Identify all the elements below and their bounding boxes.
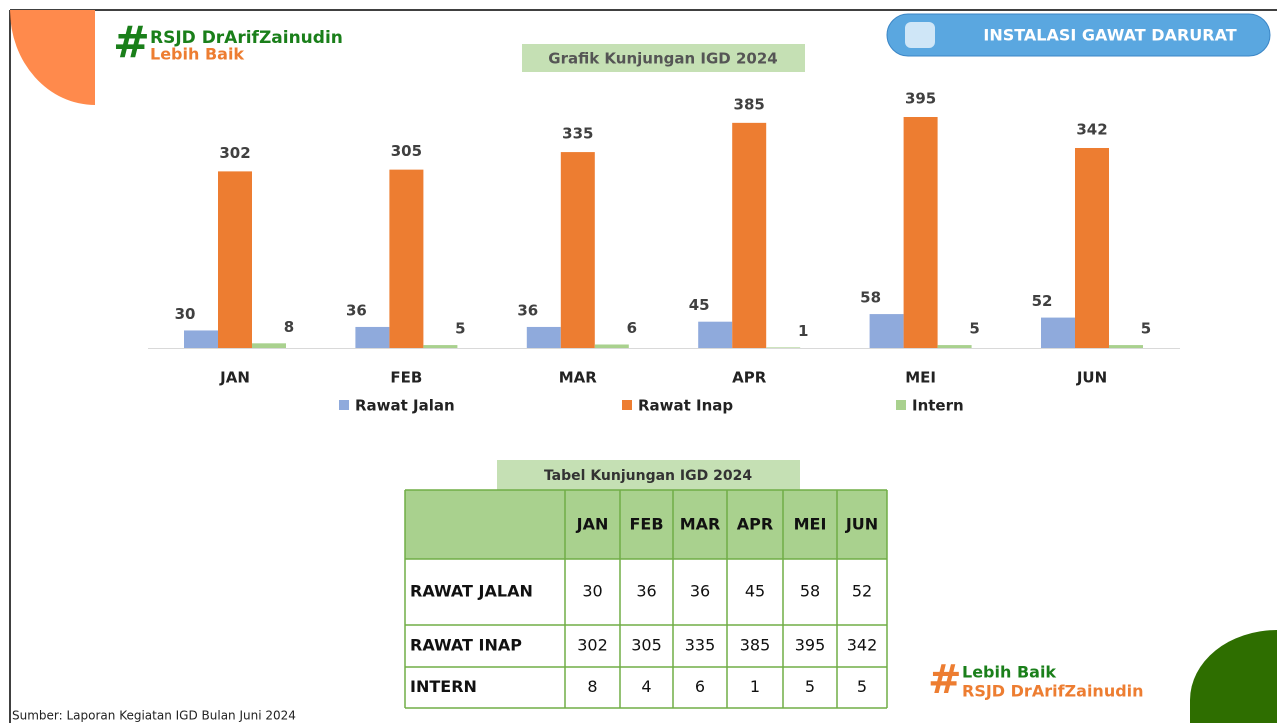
data-label: 335 — [562, 125, 593, 143]
table-column-header: MAR — [680, 515, 721, 534]
bar — [937, 345, 972, 348]
data-label: 5 — [969, 320, 979, 338]
bar — [560, 152, 595, 348]
table-cell: 335 — [685, 636, 716, 655]
corner-shape — [10, 10, 95, 105]
table-cell: 385 — [740, 636, 771, 655]
table-cell: 4 — [641, 677, 651, 696]
bar — [1041, 317, 1075, 348]
table-cell: 305 — [631, 636, 662, 655]
table-column-header: JAN — [576, 515, 609, 534]
data-label: 1 — [798, 322, 808, 340]
table-cell: 36 — [690, 582, 710, 601]
bar — [526, 326, 561, 348]
table-cell: 36 — [636, 582, 656, 601]
table-cell: 342 — [847, 636, 878, 655]
x-tick-label: APR — [732, 369, 767, 387]
data-label: 5 — [1141, 320, 1151, 338]
logo-tagline: Lebih Baik — [150, 45, 244, 64]
x-tick-label: MEI — [905, 369, 936, 387]
badge — [886, 13, 1271, 57]
table-cell: 302 — [577, 636, 608, 655]
logo-tagline: Lebih Baik — [962, 663, 1056, 682]
logo-name: RSJD DrArifZainudin — [150, 28, 343, 48]
bar — [355, 326, 390, 348]
bar — [766, 347, 801, 348]
logo-hash: # — [113, 17, 150, 68]
data-label: 342 — [1076, 120, 1107, 138]
badge-icon — [905, 22, 935, 48]
data-label: 36 — [517, 301, 538, 319]
chart-title: Grafik Kunjungan IGD 2024 — [548, 50, 777, 68]
table-column-header: MEI — [794, 515, 827, 534]
data-label: 385 — [734, 95, 765, 113]
table-cell: 6 — [695, 677, 705, 696]
table-cell: 52 — [852, 582, 872, 601]
data-label: 45 — [689, 296, 710, 314]
legend-swatch — [622, 400, 632, 410]
legend-label: Intern — [912, 397, 964, 415]
badge-text: INSTALASI GAWAT DARURAT — [983, 26, 1236, 45]
corner-shape — [1190, 630, 1277, 723]
table-row-label: INTERN — [410, 677, 477, 696]
table-row-label: RAWAT JALAN — [410, 582, 533, 601]
bar — [184, 330, 218, 348]
table-cell: 5 — [857, 677, 867, 696]
bar — [869, 314, 904, 348]
bar — [1109, 345, 1143, 348]
data-label: 58 — [860, 289, 881, 307]
data-label: 36 — [346, 301, 367, 319]
bar — [423, 345, 458, 348]
x-tick-label: MAR — [559, 369, 598, 387]
table-row-label: RAWAT INAP — [410, 636, 522, 655]
table-cell: 30 — [582, 582, 602, 601]
logo-hash: # — [928, 657, 962, 703]
bar — [389, 169, 424, 348]
data-label: 302 — [219, 144, 250, 162]
table-column-header: FEB — [629, 515, 663, 534]
bar — [903, 117, 938, 348]
title-box — [522, 44, 805, 72]
data-label: 305 — [391, 142, 422, 160]
bar — [252, 343, 286, 348]
bar — [732, 122, 767, 348]
legend-swatch — [896, 400, 906, 410]
table-title: Tabel Kunjungan IGD 2024 — [544, 468, 752, 484]
logo-name: RSJD DrArifZainudin — [962, 682, 1144, 701]
table-header-bg — [405, 490, 887, 559]
legend-swatch — [339, 400, 349, 410]
bar — [1075, 147, 1109, 348]
table-column-header: JUN — [845, 515, 878, 534]
data-label: 8 — [284, 318, 294, 336]
x-tick-label: FEB — [390, 369, 422, 387]
x-tick-label: JAN — [219, 369, 250, 387]
table-title-box — [497, 460, 800, 490]
source-note: Sumber: Laporan Kegiatan IGD Bulan Juni … — [12, 709, 296, 723]
bar — [698, 321, 733, 348]
data-label: 395 — [905, 90, 936, 108]
data-label: 5 — [455, 320, 465, 338]
bar — [218, 171, 252, 348]
data-label: 6 — [627, 319, 637, 337]
legend-label: Rawat Inap — [638, 397, 733, 415]
table-cell: 5 — [805, 677, 815, 696]
table-cell: 1 — [750, 677, 760, 696]
table-cell: 58 — [800, 582, 820, 601]
bar — [594, 344, 629, 348]
x-tick-label: JUN — [1076, 369, 1107, 387]
table-cell: 395 — [795, 636, 826, 655]
table-cell: 45 — [745, 582, 765, 601]
data-label: 52 — [1032, 292, 1053, 310]
data-label: 30 — [175, 305, 196, 323]
table-cell: 8 — [587, 677, 597, 696]
legend-label: Rawat Jalan — [355, 397, 455, 415]
table-column-header: APR — [737, 515, 773, 534]
